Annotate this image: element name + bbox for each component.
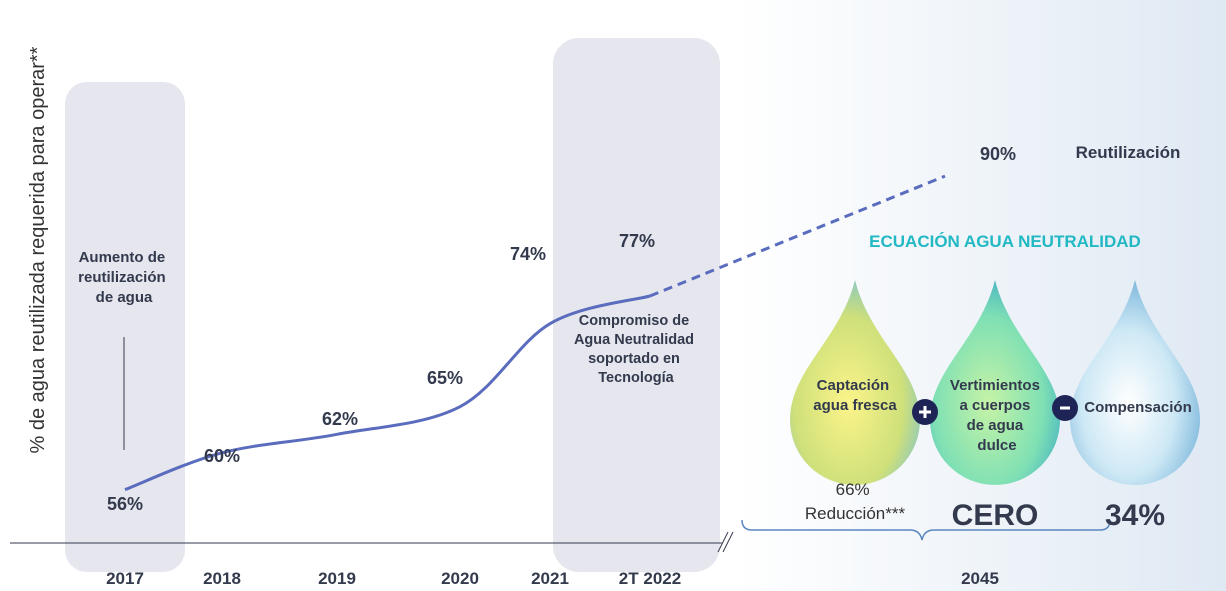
x-tick-label: 2T 2022 bbox=[619, 569, 681, 588]
highlight-column bbox=[553, 38, 720, 572]
value-label: 56% bbox=[107, 494, 143, 514]
value-label: 60% bbox=[204, 446, 240, 466]
annotation-line-text: Aumento de bbox=[79, 249, 166, 266]
drop-label-line: de agua bbox=[967, 417, 1024, 434]
annotation-line-text: Compromiso de bbox=[579, 313, 689, 329]
x-tick-label: 2020 bbox=[441, 569, 479, 588]
drop-result-line: 66% bbox=[836, 480, 870, 499]
equation-title: ECUACIÓN AGUA NEUTRALIDAD bbox=[869, 232, 1141, 251]
annotation-line-text: soportado en bbox=[588, 351, 680, 367]
x-tick-label: 2021 bbox=[531, 569, 569, 588]
value-label: 74% bbox=[510, 244, 546, 264]
annotation: Reutilización bbox=[1076, 143, 1181, 162]
x-tick-label: 2019 bbox=[318, 569, 356, 588]
annotation-line-text: Tecnología bbox=[598, 370, 674, 386]
value-label: 62% bbox=[322, 409, 358, 429]
drop-label: Compensación bbox=[1084, 399, 1192, 416]
drop-label-line: Vertimientos bbox=[950, 377, 1040, 394]
drop-label-line: agua fresca bbox=[813, 397, 897, 414]
annotation-line-text: Agua Neutralidad bbox=[574, 332, 694, 348]
value-label: 77% bbox=[619, 231, 655, 251]
drop-result: CERO bbox=[952, 499, 1039, 532]
annotation-line-text: reutilización bbox=[78, 269, 166, 286]
value-label: 90% bbox=[980, 144, 1016, 164]
value-label: 65% bbox=[427, 368, 463, 388]
drop-label-line: a cuerpos bbox=[959, 397, 1030, 414]
drop-result-line: Reducción*** bbox=[805, 504, 906, 523]
drop-label-line: Captación bbox=[817, 377, 890, 394]
x-tick-label: 2045 bbox=[961, 569, 999, 588]
chart: % de agua reutilizada requerida para ope… bbox=[0, 0, 1226, 591]
x-tick-label: 2018 bbox=[203, 569, 241, 588]
drop-label-line: dulce bbox=[977, 437, 1016, 454]
y-axis-label: % de agua reutilizada requerida para ope… bbox=[27, 46, 49, 453]
annotation-line-text: de agua bbox=[96, 289, 153, 306]
page: {"chart_data": { "type": "line", "y_labe… bbox=[0, 0, 1226, 591]
drop-result: 34% bbox=[1105, 499, 1165, 532]
x-tick-label: 2017 bbox=[106, 569, 144, 588]
